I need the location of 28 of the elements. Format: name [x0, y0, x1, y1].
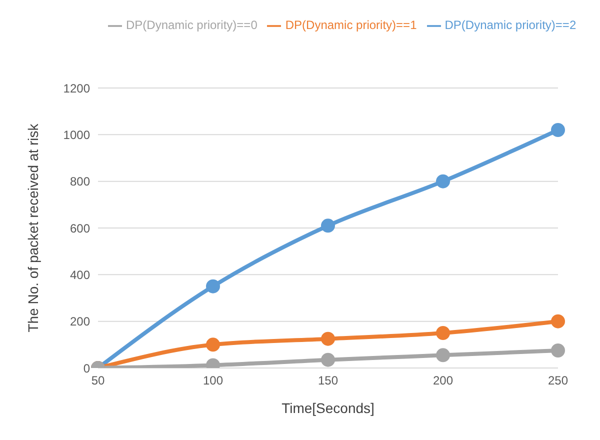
legend-label: DP(Dynamic priority)==1 [285, 18, 417, 32]
point [436, 174, 450, 188]
x-tick-label: 200 [432, 374, 454, 388]
point [321, 352, 335, 367]
point [321, 218, 335, 233]
point [436, 348, 450, 362]
point [206, 338, 220, 352]
y-axis-title: The No. of packet received at risk [24, 122, 41, 332]
x-tick-label: 150 [318, 374, 338, 388]
point [206, 279, 220, 294]
x-axis-title: Time[Seconds] [282, 400, 374, 416]
x-tick-label: 250 [548, 374, 568, 388]
legend-label: DP(Dynamic priority)==0 [126, 18, 258, 32]
y-tick-label: 1000 [63, 128, 90, 142]
x-tick-label: 50 [91, 374, 105, 388]
x-tick-label: 100 [202, 374, 224, 388]
y-tick-label: 800 [70, 174, 90, 189]
y-tick-label: 600 [70, 221, 90, 236]
point [551, 344, 565, 358]
y-tick-label: 400 [70, 268, 90, 282]
point [551, 123, 565, 137]
point [321, 332, 335, 346]
legend-label: DP(Dynamic priority)==2 [444, 18, 576, 32]
y-tick-label: 1200 [63, 81, 90, 96]
y-tick-label: 200 [70, 314, 90, 329]
point [436, 326, 450, 340]
point [551, 314, 565, 328]
y-tick-label: 0 [83, 361, 90, 376]
